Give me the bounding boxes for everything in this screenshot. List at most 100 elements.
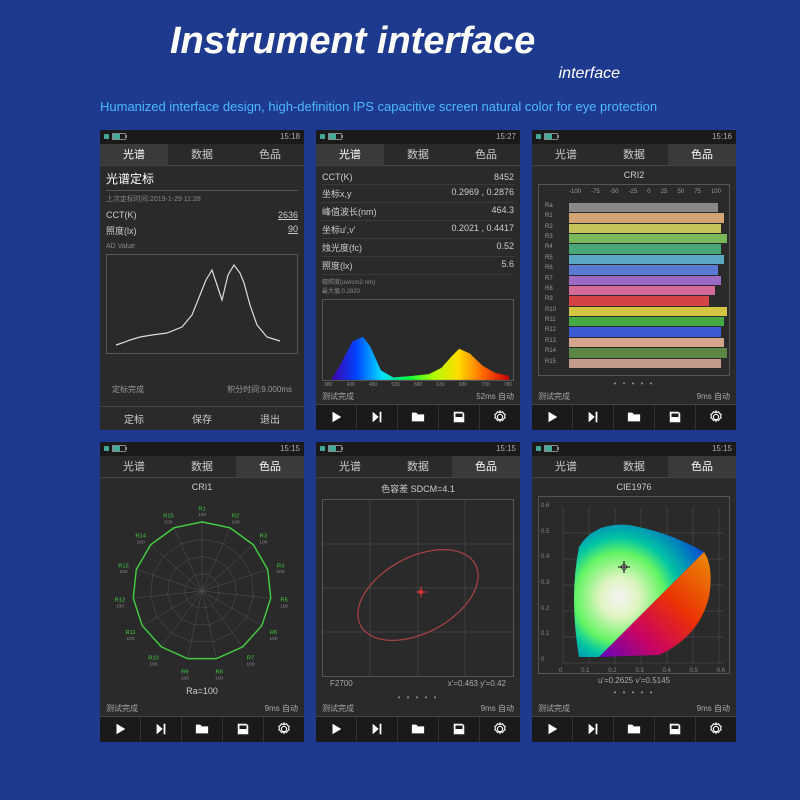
svg-text:100: 100 — [280, 603, 288, 609]
section-title: 光谱定标 — [106, 170, 298, 191]
svg-text:R15: R15 — [163, 513, 174, 519]
page-subtitle: interface — [170, 65, 620, 83]
settings-button[interactable] — [480, 717, 520, 742]
tab-color[interactable]: 色品 — [452, 144, 520, 165]
tab-spectrum[interactable]: 光谱 — [100, 144, 168, 165]
step-button[interactable] — [357, 405, 398, 430]
screen-cie: 15:15 光谱 数据 色品 CIE1976 — [532, 442, 736, 742]
settings-button[interactable] — [696, 717, 736, 742]
svg-text:R4: R4 — [277, 563, 285, 569]
chart-title: CRI2 — [538, 170, 730, 180]
chart-title: CRI1 — [106, 482, 298, 492]
lux-value: 90 — [288, 224, 298, 237]
screenshot-grid: 15:18 光谱 数据 色品 光谱定标 上次定标时间:2019-1-29 11:… — [0, 124, 800, 742]
sdcm-chart — [322, 499, 514, 677]
last-calibration: 上次定标时间:2019-1-29 11:28 — [106, 194, 298, 204]
folder-button[interactable] — [398, 405, 439, 430]
svg-text:100: 100 — [116, 603, 124, 609]
chart-title: CIE1976 — [538, 482, 730, 492]
tab-data[interactable]: 数据 — [168, 144, 236, 165]
ra-value: Ra=100 — [106, 686, 298, 696]
svg-text:100: 100 — [119, 569, 127, 575]
tab-color[interactable]: 色品 — [236, 456, 304, 477]
cri-bar — [569, 234, 727, 243]
svg-text:R7: R7 — [247, 656, 254, 662]
toolbar — [316, 404, 520, 430]
svg-text:R2: R2 — [232, 513, 239, 519]
cal-status: 定标完成 — [112, 384, 144, 395]
cri-bar — [569, 224, 721, 233]
tab-color[interactable]: 色品 — [452, 456, 520, 477]
screen-spectrum: 15:27 光谱 数据 色品 CCT(K)8452坐标x,y0.2969 , 0… — [316, 130, 520, 430]
svg-text:100: 100 — [164, 519, 172, 525]
cri-bar — [569, 286, 715, 295]
coord-label: u'=0.2625 v'=0.5145 — [538, 674, 730, 685]
tab-data[interactable]: 数据 — [168, 456, 236, 477]
play-button[interactable] — [316, 717, 357, 742]
svg-text:R1: R1 — [198, 506, 205, 512]
screen-cri-bars: 15:16 光谱 数据 色品 CRI2 -100-75-50-250255075… — [532, 130, 736, 430]
tab-spectrum[interactable]: 光谱 — [316, 456, 384, 477]
save-button[interactable]: 保存 — [192, 411, 212, 426]
cri-bar — [569, 327, 721, 336]
save-button[interactable] — [223, 717, 264, 742]
step-button[interactable] — [141, 717, 182, 742]
play-button[interactable] — [532, 405, 573, 430]
tab-spectrum[interactable]: 光谱 — [532, 456, 600, 477]
folder-button[interactable] — [614, 717, 655, 742]
tab-data[interactable]: 数据 — [600, 144, 668, 165]
tab-color[interactable]: 色品 — [668, 456, 736, 477]
save-button[interactable] — [439, 405, 480, 430]
svg-text:100: 100 — [247, 661, 255, 667]
tab-spectrum[interactable]: 光谱 — [532, 144, 600, 165]
cri-bar — [569, 359, 721, 368]
svg-text:R13: R13 — [118, 563, 129, 569]
cri-bar — [569, 276, 721, 285]
spectrum-chart — [322, 299, 514, 381]
folder-button[interactable] — [614, 405, 655, 430]
tab-spectrum[interactable]: 光谱 — [100, 456, 168, 477]
tab-data[interactable]: 数据 — [384, 456, 452, 477]
folder-button[interactable] — [182, 717, 223, 742]
page-description: Humanized interface design, high-definit… — [0, 91, 800, 124]
settings-button[interactable] — [480, 405, 520, 430]
svg-text:100: 100 — [259, 539, 267, 545]
folder-button[interactable] — [398, 717, 439, 742]
play-button[interactable] — [532, 717, 573, 742]
cct-value: 2636 — [278, 210, 298, 220]
step-button[interactable] — [357, 717, 398, 742]
save-button[interactable] — [439, 717, 480, 742]
tab-data[interactable]: 数据 — [600, 456, 668, 477]
cri-bar — [569, 317, 724, 326]
play-button[interactable] — [100, 717, 141, 742]
screen-calibration: 15:18 光谱 数据 色品 光谱定标 上次定标时间:2019-1-29 11:… — [100, 130, 304, 430]
status-bar: 15:18 — [100, 130, 304, 144]
svg-text:R11: R11 — [125, 630, 135, 636]
ad-label: AD Value — [106, 243, 298, 250]
save-button[interactable] — [655, 405, 696, 430]
svg-text:100: 100 — [137, 539, 145, 545]
tab-spectrum[interactable]: 光谱 — [316, 144, 384, 165]
tab-color[interactable]: 色品 — [236, 144, 304, 165]
svg-text:100: 100 — [181, 675, 189, 681]
cri-bar — [569, 296, 709, 305]
chart-title: 色容差 SDCM=4.1 — [322, 482, 514, 495]
play-button[interactable] — [316, 405, 357, 430]
calibrate-button[interactable]: 定标 — [124, 411, 144, 426]
settings-button[interactable] — [264, 717, 304, 742]
lux-label: 照度(lx) — [106, 224, 137, 237]
step-button[interactable] — [573, 405, 614, 430]
settings-button[interactable] — [696, 405, 736, 430]
step-button[interactable] — [573, 717, 614, 742]
radar-chart: R1100R2100R3100R4100R5100R6100R7100R8100… — [106, 496, 298, 686]
cri-bar — [569, 307, 727, 316]
cie-chart: 00.10.20.30.40.50.6 00.10.20.30.40.50.6 — [538, 496, 730, 674]
svg-text:100: 100 — [149, 661, 157, 667]
calibration-chart — [106, 254, 298, 354]
cri-bar — [569, 213, 724, 222]
save-button[interactable] — [655, 717, 696, 742]
tab-color[interactable]: 色品 — [668, 144, 736, 165]
svg-text:100: 100 — [198, 512, 206, 518]
exit-button[interactable]: 退出 — [260, 411, 280, 426]
tab-data[interactable]: 数据 — [384, 144, 452, 165]
